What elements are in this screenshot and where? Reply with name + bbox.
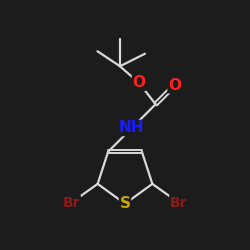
Text: O: O (132, 75, 145, 90)
Text: Br: Br (170, 196, 187, 210)
Text: NH: NH (119, 120, 144, 136)
Text: O: O (168, 78, 181, 93)
Text: Br: Br (63, 196, 80, 210)
Text: S: S (120, 196, 130, 211)
